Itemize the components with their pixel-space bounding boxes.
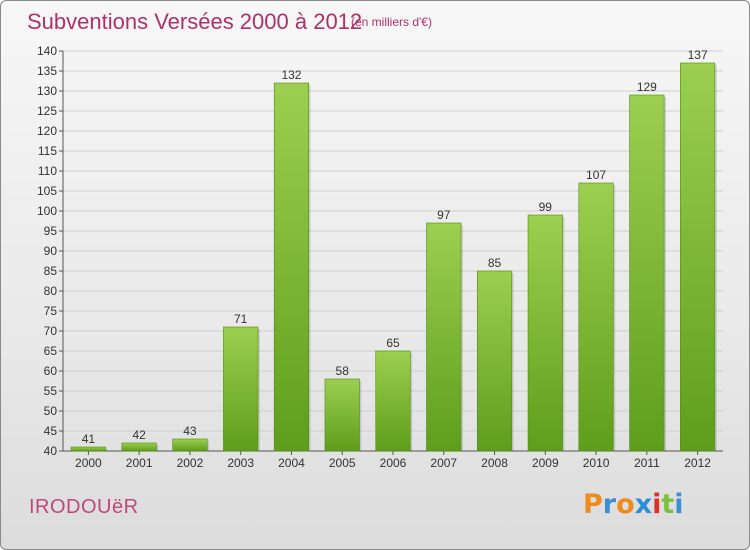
y-tick-label: 115: [38, 144, 57, 158]
proxiti-logo: Proxiti: [583, 489, 684, 520]
bar-2007: [426, 222, 462, 452]
logo-letter: i: [674, 489, 684, 520]
bar-2012: [680, 62, 716, 452]
chart-subtitle: (en milliers d'€): [351, 15, 432, 29]
x-tick-label: 2011: [634, 456, 660, 470]
bar-value-label: 58: [336, 364, 350, 378]
bar-value-label: 65: [386, 336, 400, 350]
y-tick-label: 95: [44, 224, 58, 238]
y-tick-label: 65: [44, 344, 58, 358]
y-tick-label: 125: [37, 104, 57, 118]
y-tick-label: 85: [44, 264, 58, 278]
y-tick-label: 40: [44, 444, 58, 458]
bar-value-label: 97: [437, 208, 451, 222]
logo-letter: P: [583, 489, 603, 520]
bar-value-label: 99: [539, 200, 553, 214]
bar-2009: [527, 214, 563, 452]
y-tick-label: 80: [44, 284, 58, 298]
bar-2003: [223, 326, 259, 452]
x-tick-label: 2000: [75, 456, 102, 470]
x-tick-label: 2004: [278, 456, 305, 470]
bar-value-label: 129: [637, 80, 657, 94]
y-tick-label: 105: [37, 184, 57, 198]
chart-title: Subventions Versées 2000 à 2012: [27, 9, 363, 34]
bar-2002: [172, 438, 208, 452]
labels: 40 45 50 55 60 65 70 75 80 85 90 95 100 105 110 115 120 1…: [37, 44, 711, 470]
bar-2001: [121, 442, 157, 452]
bar-value-label: 137: [688, 48, 708, 62]
bar-value-label: 132: [281, 68, 301, 82]
y-tick-label: 100: [37, 204, 57, 218]
bar-2006: [375, 350, 411, 452]
logo-letter: o: [616, 489, 635, 520]
x-tick-label: 2006: [380, 456, 407, 470]
bars: [70, 62, 717, 452]
bar-2004: [273, 82, 310, 452]
y-tick-label: 90: [44, 244, 58, 258]
logo-letter: t: [661, 489, 675, 520]
y-tick-label: 140: [37, 44, 57, 58]
bar-2005: [324, 378, 360, 452]
bar-value-label: 42: [132, 428, 146, 442]
y-tick-label: 75: [44, 304, 58, 318]
y-tick-label: 60: [44, 364, 58, 378]
bar-value-label: 43: [183, 424, 197, 438]
x-tick-label: 2003: [227, 456, 254, 470]
y-tick-label: 55: [44, 384, 58, 398]
bar-2010: [578, 182, 614, 452]
x-tick-label: 2005: [329, 456, 356, 470]
x-tick-label: 2012: [684, 456, 711, 470]
commune-name: IRODOUëR: [29, 496, 139, 518]
bar-value-label: 85: [488, 256, 502, 270]
x-tick-label: 2009: [532, 456, 559, 470]
y-tick-label: 135: [37, 64, 57, 78]
x-tick-label: 2008: [481, 456, 508, 470]
bar-value-label: 107: [586, 168, 606, 182]
logo-letter: r: [602, 489, 617, 520]
y-tick-label: 110: [38, 164, 57, 178]
y-tick-label: 70: [44, 324, 58, 338]
x-tick-label: 2010: [583, 456, 610, 470]
x-tick-label: 2007: [430, 456, 457, 470]
bar-2000: [70, 446, 106, 452]
y-tick-label: 130: [37, 84, 57, 98]
bar-2011: [629, 94, 665, 452]
y-tick-label: 120: [37, 124, 57, 138]
bar-value-label: 41: [82, 432, 96, 446]
bar-value-label: 71: [234, 312, 248, 326]
x-tick-label: 2002: [177, 456, 204, 470]
bar-2008: [476, 270, 513, 452]
x-tick-label: 2001: [126, 456, 153, 470]
logo-letter: i: [652, 489, 662, 520]
y-tick-label: 45: [44, 424, 58, 438]
logo-letter: x: [634, 489, 653, 520]
y-tick-label: 50: [44, 404, 58, 418]
